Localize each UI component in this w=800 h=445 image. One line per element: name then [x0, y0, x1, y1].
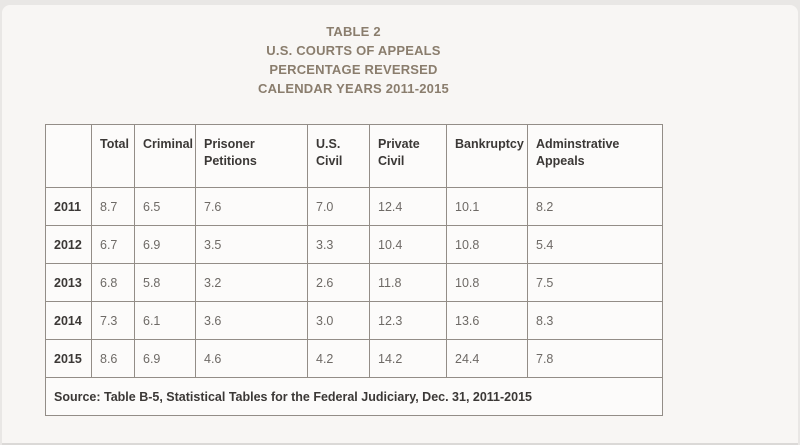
table-title: TABLE 2 U.S. COURTS OF APPEALS PERCENTAG… — [45, 22, 662, 98]
value-cell: 8.2 — [527, 187, 663, 226]
title-line-3: PERCENTAGE REVERSED — [269, 62, 438, 77]
column-header-total: Total — [91, 124, 135, 188]
column-header-us-civil: U.S. Civil — [307, 124, 370, 188]
value-cell: 7.6 — [195, 187, 308, 226]
source-row: Source: Table B-5, Statistical Tables fo… — [45, 377, 663, 416]
value-cell: 3.6 — [195, 301, 308, 340]
value-cell: 12.3 — [369, 301, 447, 340]
value-cell: 12.4 — [369, 187, 447, 226]
year-cell: 2014 — [45, 301, 92, 340]
table-row: 2013 6.8 5.8 3.2 2.6 11.8 10.8 7.5 — [45, 263, 663, 302]
value-cell: 10.1 — [446, 187, 528, 226]
value-cell: 6.8 — [91, 263, 135, 302]
value-cell: 8.6 — [91, 339, 135, 378]
column-header-bankruptcy: Bankruptcy — [446, 124, 528, 188]
column-header-private-civil: Private Civil — [369, 124, 447, 188]
year-cell: 2013 — [45, 263, 92, 302]
column-header-year — [45, 124, 92, 188]
year-cell: 2011 — [45, 187, 92, 226]
value-cell: 14.2 — [369, 339, 447, 378]
header-row: Total Criminal Prisoner Petitions U.S. C… — [45, 124, 663, 188]
value-cell: 10.8 — [446, 263, 528, 302]
value-cell: 6.7 — [91, 225, 135, 264]
value-cell: 2.6 — [307, 263, 370, 302]
table-row: 2012 6.7 6.9 3.5 3.3 10.4 10.8 5.4 — [45, 225, 663, 264]
value-cell: 10.4 — [369, 225, 447, 264]
value-cell: 7.0 — [307, 187, 370, 226]
value-cell: 5.8 — [134, 263, 196, 302]
value-cell: 24.4 — [446, 339, 528, 378]
value-cell: 8.3 — [527, 301, 663, 340]
year-cell: 2015 — [45, 339, 92, 378]
value-cell: 13.6 — [446, 301, 528, 340]
appeals-table: Total Criminal Prisoner Petitions U.S. C… — [45, 124, 663, 416]
value-cell: 6.9 — [134, 339, 196, 378]
value-cell: 10.8 — [446, 225, 528, 264]
year-cell: 2012 — [45, 225, 92, 264]
value-cell: 7.3 — [91, 301, 135, 340]
value-cell: 3.0 — [307, 301, 370, 340]
column-header-adminstrative-appeals: Adminstrative Appeals — [527, 124, 663, 188]
value-cell: 6.5 — [134, 187, 196, 226]
column-header-prisoner-petitions: Prisoner Petitions — [195, 124, 308, 188]
value-cell: 11.8 — [369, 263, 447, 302]
value-cell: 7.8 — [527, 339, 663, 378]
value-cell: 5.4 — [527, 225, 663, 264]
value-cell: 6.1 — [134, 301, 196, 340]
source-note: Source: Table B-5, Statistical Tables fo… — [45, 377, 663, 416]
value-cell: 6.9 — [134, 225, 196, 264]
value-cell: 3.5 — [195, 225, 308, 264]
table-row: 2015 8.6 6.9 4.6 4.2 14.2 24.4 7.8 — [45, 339, 663, 378]
table-row: 2014 7.3 6.1 3.6 3.0 12.3 13.6 8.3 — [45, 301, 663, 340]
table-row: 2011 8.7 6.5 7.6 7.0 12.4 10.1 8.2 — [45, 187, 663, 226]
title-line-2: U.S. COURTS OF APPEALS — [266, 43, 441, 58]
value-cell: 7.5 — [527, 263, 663, 302]
title-line-1: TABLE 2 — [326, 24, 381, 39]
title-line-4: CALENDAR YEARS 2011-2015 — [258, 81, 449, 96]
column-header-criminal: Criminal — [134, 124, 196, 188]
value-cell: 8.7 — [91, 187, 135, 226]
card-bottom-edge — [2, 443, 798, 445]
value-cell: 3.3 — [307, 225, 370, 264]
value-cell: 4.6 — [195, 339, 308, 378]
value-cell: 3.2 — [195, 263, 308, 302]
value-cell: 4.2 — [307, 339, 370, 378]
